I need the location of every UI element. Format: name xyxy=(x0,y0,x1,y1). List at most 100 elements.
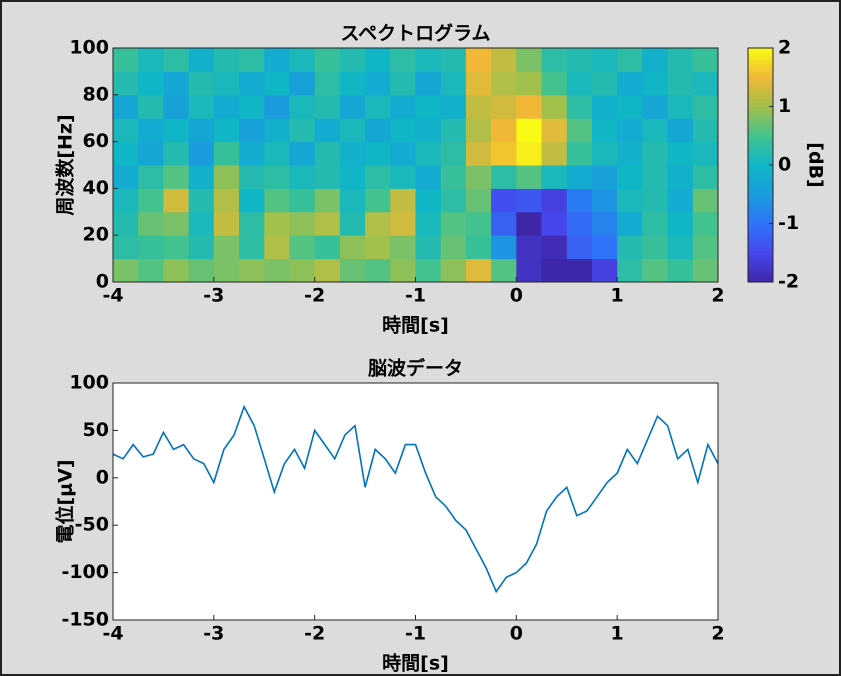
heatmap-cell xyxy=(441,235,467,259)
heatmap-cell xyxy=(668,235,694,259)
heatmap-cell xyxy=(315,188,341,212)
heatmap-cell xyxy=(693,188,719,212)
figure: -4-3-2-1012020406080100スペクトログラム時間[s]周波数[… xyxy=(0,0,841,676)
heatmap-cell xyxy=(491,165,517,189)
x-tick-label: 0 xyxy=(510,285,523,307)
heatmap-cell xyxy=(617,118,643,142)
heatmap-cell xyxy=(189,95,215,119)
y-tick-label: 40 xyxy=(83,177,109,199)
heatmap-cell xyxy=(289,118,315,142)
heatmap-cell xyxy=(466,142,492,166)
heatmap-cell xyxy=(390,165,416,189)
heatmap-cell xyxy=(264,142,290,166)
colorbar-step xyxy=(748,255,773,259)
colorbar-step xyxy=(748,177,773,181)
y-tick-label: 50 xyxy=(83,419,109,441)
colorbar-step xyxy=(748,231,773,235)
colorbar-step xyxy=(748,212,773,216)
heatmap-cell xyxy=(239,142,265,166)
colorbar-step xyxy=(748,243,773,247)
colorbar-step xyxy=(748,188,773,192)
heatmap-cell xyxy=(668,165,694,189)
heatmap-cell xyxy=(138,118,164,142)
heatmap-cell xyxy=(289,235,315,259)
heatmap-cell xyxy=(315,48,341,72)
heatmap-cell xyxy=(642,71,668,95)
colorbar-step xyxy=(748,146,773,150)
colorbar-step xyxy=(748,157,773,161)
heatmap-cell xyxy=(466,235,492,259)
heatmap-cell xyxy=(113,48,139,72)
heatmap-cell xyxy=(390,259,416,283)
heatmap-cell xyxy=(214,118,240,142)
heatmap-cell xyxy=(592,188,618,212)
heatmap-cell xyxy=(491,212,517,236)
heatmap-cell xyxy=(390,118,416,142)
colorbar-step xyxy=(748,227,773,231)
heatmap-cell xyxy=(189,235,215,259)
heatmap-cell xyxy=(113,95,139,119)
heatmap-cell xyxy=(315,95,341,119)
colorbar-step xyxy=(748,235,773,239)
heatmap-cell xyxy=(138,142,164,166)
heatmap-cell xyxy=(340,95,366,119)
colorbar-step xyxy=(748,71,773,75)
colorbar-step xyxy=(748,95,773,99)
heatmap-cell xyxy=(617,259,643,283)
x-tick-label: 0 xyxy=(510,623,523,645)
heatmap-cell xyxy=(163,142,189,166)
heatmap-cell xyxy=(416,71,442,95)
y-tick-label: 100 xyxy=(69,37,109,59)
heatmap-cell xyxy=(416,142,442,166)
heatmap-cell xyxy=(542,142,568,166)
heatmap-cell xyxy=(113,235,139,259)
heatmap-cell xyxy=(516,165,542,189)
heatmap-cell xyxy=(113,142,139,166)
heatmap-cell xyxy=(592,212,618,236)
heatmap-cell xyxy=(542,118,568,142)
heatmap-cell xyxy=(592,71,618,95)
colorbar-tick-label: 0 xyxy=(778,154,791,176)
heatmap-cell xyxy=(592,118,618,142)
heatmap-cell xyxy=(264,48,290,72)
heatmap-cell xyxy=(189,118,215,142)
heatmap-cell xyxy=(642,48,668,72)
y-tick-label: 60 xyxy=(83,130,109,152)
x-tick-label: -2 xyxy=(304,623,325,645)
heatmap-cell xyxy=(617,235,643,259)
heatmap-cell xyxy=(189,188,215,212)
heatmap-cell xyxy=(390,95,416,119)
heatmap-cell xyxy=(693,71,719,95)
colorbar-step xyxy=(748,91,773,95)
heatmap-cell xyxy=(264,259,290,283)
y-tick-label: 100 xyxy=(69,372,109,394)
heatmap-cell xyxy=(239,118,265,142)
heatmap-cell xyxy=(264,212,290,236)
heatmap-cell xyxy=(113,165,139,189)
heatmap-cell xyxy=(668,142,694,166)
heatmap-cell xyxy=(567,188,593,212)
heatmap-cell xyxy=(390,235,416,259)
colorbar-step xyxy=(748,274,773,278)
heatmap-cell xyxy=(617,165,643,189)
heatmap-cell xyxy=(239,71,265,95)
colorbar-step xyxy=(748,60,773,64)
heatmap-cell xyxy=(239,212,265,236)
heatmap-cell xyxy=(340,212,366,236)
colorbar-tick-label: -1 xyxy=(778,212,799,234)
heatmap-cell xyxy=(289,95,315,119)
colorbar-step xyxy=(748,251,773,255)
heatmap-cell xyxy=(365,188,391,212)
colorbar-step xyxy=(748,107,773,111)
heatmap-cell xyxy=(516,71,542,95)
heatmap-cell xyxy=(693,259,719,283)
heatmap-cell xyxy=(416,165,442,189)
heatmap-cell xyxy=(365,71,391,95)
heatmap-cell xyxy=(340,71,366,95)
heatmap-cell xyxy=(491,142,517,166)
colorbar-step xyxy=(748,79,773,83)
heatmap-cell xyxy=(542,235,568,259)
heatmap-cell xyxy=(163,71,189,95)
heatmap-cell xyxy=(214,142,240,166)
heatmap-cell xyxy=(214,95,240,119)
